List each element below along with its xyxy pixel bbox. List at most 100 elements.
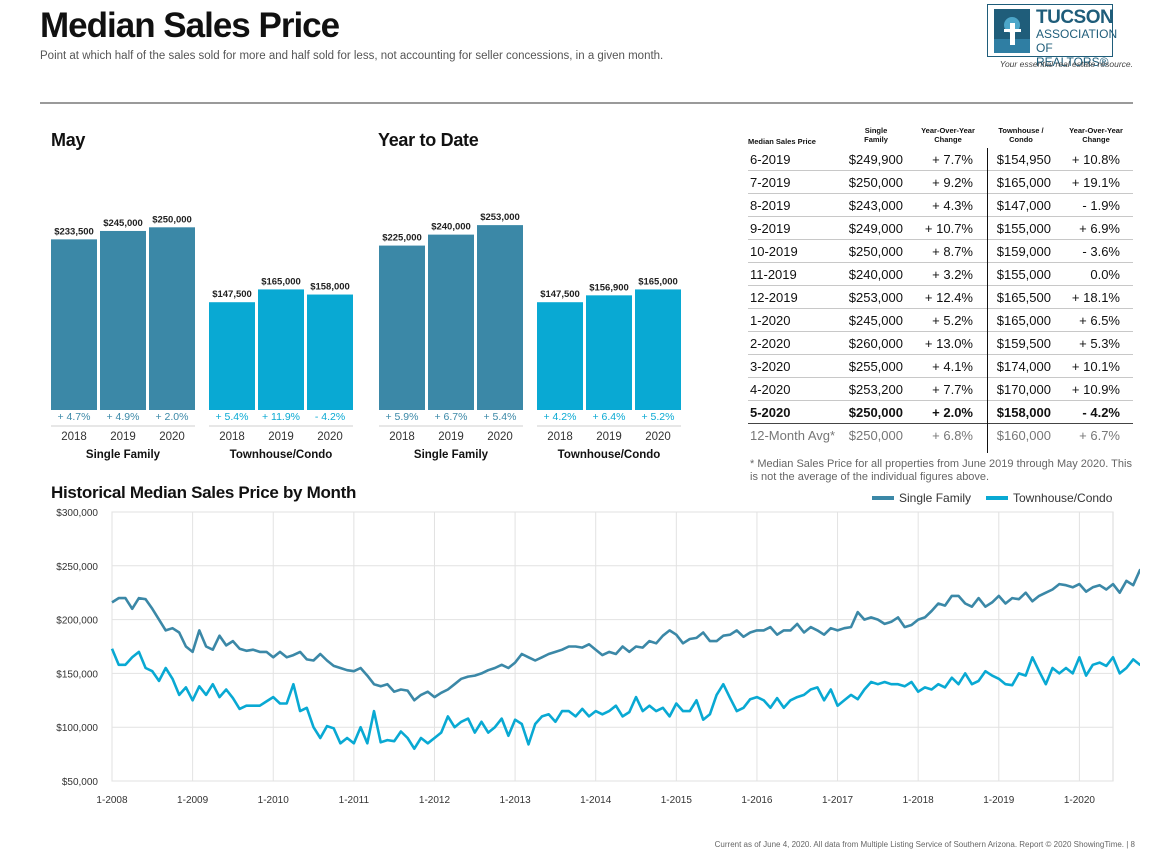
ytd-year-0-1: 2019: [438, 431, 464, 443]
x-tick-label: 1-2013: [500, 795, 532, 806]
table-cell: $158,000: [996, 405, 1051, 420]
ytd-bar-0-1: [428, 234, 474, 410]
may-bar-label-1-2: $158,000: [310, 282, 350, 293]
ytd-bar-chart: $225,000 + 5.9% 2018 $240,000 + 6.7% 2019 $253…: [379, 212, 681, 461]
table-cell: $147,000: [996, 198, 1051, 213]
legend-townhouse: Townhouse/Condo: [986, 491, 1112, 505]
ytd-bar-label-1-2: $165,000: [638, 276, 678, 287]
table-row: 12-2019 $253,000 + 12.4% $165,500 + 18.1%: [748, 286, 1133, 309]
table-cell: + 6.9%: [1079, 221, 1120, 236]
table-cell: $159,000: [996, 244, 1051, 259]
may-change-0-0: + 4.7%: [58, 411, 91, 423]
ytd-change-1-1: + 6.4%: [593, 411, 626, 423]
x-tick-label: 1-2009: [177, 795, 209, 806]
table-cell: $250,000: [848, 405, 903, 420]
table-row: 8-2019 $243,000 + 4.3% $147,000 - 1.9%: [748, 194, 1133, 217]
table-header-period: Median Sales Price: [748, 137, 816, 146]
table-cell: 7-2019: [750, 175, 791, 190]
table-cell: + 7.7%: [932, 382, 973, 397]
table-cell: + 8.7%: [932, 244, 973, 259]
table-cell: 10-2019: [750, 244, 798, 259]
ytd-change-1-2: + 5.2%: [642, 411, 675, 423]
historical-line-chart: $50,000 $100,000 $150,000 $200,000 $250,000 $…: [56, 508, 1140, 806]
may-bar-label-0-0: $233,500: [54, 226, 94, 237]
table-cell: + 6.5%: [1079, 313, 1120, 328]
legend-label-single-family: Single Family: [899, 491, 972, 505]
x-tick-label: 1-2010: [258, 795, 290, 806]
table-cell: $160,000: [996, 428, 1051, 443]
table-header-sf-change: Year-Over-Year Change: [921, 126, 975, 144]
page-subtitle: Point at which half of the sales sold fo…: [40, 50, 664, 62]
table-cell: $155,000: [996, 267, 1051, 282]
series-line-single-family: [111, 568, 1140, 702]
may-group-name-1: Townhouse/Condo: [230, 449, 333, 461]
table-cell: $245,000: [848, 313, 903, 328]
legend-swatch-townhouse: [986, 495, 1008, 500]
ytd-year-0-2: 2020: [487, 431, 513, 443]
may-bar-label-1-1: $165,000: [261, 276, 301, 287]
y-tick-label: $150,000: [56, 669, 98, 680]
table-cell: + 4.3%: [932, 198, 973, 213]
table-cell: + 12.4%: [924, 290, 973, 305]
series-line-townhouse: [110, 648, 1140, 750]
may-bar-1-0: [209, 302, 255, 410]
x-tick-label: 1-2018: [903, 795, 935, 806]
ytd-year-1-2: 2020: [645, 431, 671, 443]
ytd-bar-label-0-0: $225,000: [382, 233, 422, 244]
table-cell: 3-2020: [750, 359, 791, 374]
table-cell: 11-2019: [750, 267, 797, 282]
table-cell: $165,000: [996, 313, 1051, 328]
x-tick-label: 1-2012: [419, 795, 451, 806]
table-cell: + 5.3%: [1079, 336, 1120, 351]
table-footnote: * Median Sales Price for all properties …: [750, 458, 1132, 483]
ytd-change-0-2: + 5.4%: [484, 411, 517, 423]
table-cell: + 7.7%: [932, 152, 973, 167]
y-tick-label: $200,000: [56, 616, 98, 627]
table-cell: + 2.0%: [932, 405, 973, 420]
table-cell: + 4.1%: [932, 359, 973, 374]
ytd-change-1-0: + 4.2%: [544, 411, 577, 423]
ytd-bar-0-2: [477, 225, 523, 410]
table-cell: 12-2019: [750, 290, 798, 305]
table-cell: - 1.9%: [1082, 198, 1120, 213]
table-row: 3-2020 $255,000 + 4.1% $174,000 + 10.1%: [748, 355, 1133, 378]
may-bar-label-1-0: $147,500: [212, 289, 252, 300]
table-cell: - 3.6%: [1082, 244, 1120, 259]
table-row: 7-2019 $250,000 + 9.2% $165,000 + 19.1%: [748, 171, 1133, 194]
table-cell: 6-2019: [750, 152, 791, 167]
ytd-bar-1-1: [586, 295, 632, 410]
may-bar-0-2: [149, 227, 195, 410]
table-cell: + 6.7%: [1079, 428, 1120, 443]
ytd-bar-0-0: [379, 245, 425, 410]
table-header-townhouse: Townhouse / Condo: [998, 126, 1044, 144]
table-cell: $155,000: [996, 221, 1051, 236]
table-row: 2-2020 $260,000 + 13.0% $159,500 + 5.3%: [748, 332, 1133, 355]
table-avg-row: 12-Month Avg* $250,000 + 6.8% $160,000 + 6.7…: [748, 424, 1133, 447]
x-tick-label: 1-2020: [1064, 795, 1096, 806]
table-cell: + 10.7%: [924, 221, 973, 236]
table-cell: $249,000: [848, 221, 903, 236]
y-tick-label: $300,000: [56, 508, 98, 519]
table-cell: $249,900: [848, 152, 903, 167]
table-cell: $154,950: [996, 152, 1051, 167]
table-cell: $159,500: [996, 336, 1051, 351]
x-tick-label: 1-2016: [741, 795, 773, 806]
may-bar-0-1: [100, 230, 146, 410]
logo-line-1: TUCSON: [1036, 7, 1114, 28]
table-cell: + 6.8%: [932, 428, 973, 443]
table-cell: $165,500: [996, 290, 1051, 305]
table-cell: 4-2020: [750, 382, 791, 397]
ytd-bar-1-2: [635, 289, 681, 410]
table-cell: + 3.2%: [932, 267, 973, 282]
table-divider: [987, 148, 988, 453]
ytd-bar-label-1-1: $156,900: [589, 282, 629, 293]
ytd-bar-label-0-2: $253,000: [480, 212, 520, 223]
ytd-chart-title: Year to Date: [378, 130, 479, 150]
table-cell: + 10.9%: [1071, 382, 1120, 397]
ytd-change-0-0: + 5.9%: [386, 411, 419, 423]
logo-line-3: OF REALTORS®: [1036, 41, 1109, 69]
table-cell: + 10.8%: [1071, 152, 1120, 167]
x-tick-label: 1-2015: [661, 795, 693, 806]
ytd-year-0-0: 2018: [389, 431, 415, 443]
table-cell: $174,000: [996, 359, 1051, 374]
